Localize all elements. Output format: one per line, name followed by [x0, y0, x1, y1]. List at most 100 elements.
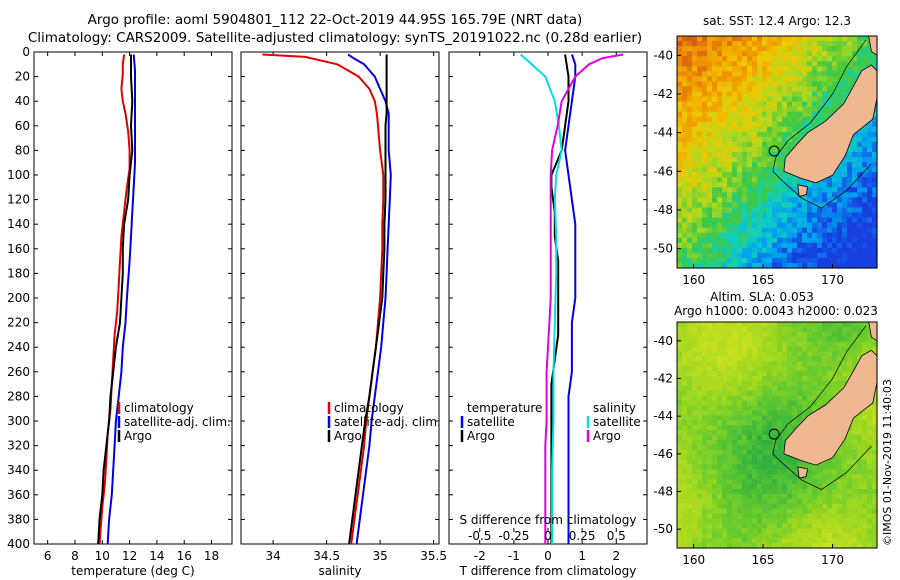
- heatmap-cell: [757, 444, 763, 451]
- heatmap-cell: [812, 380, 818, 387]
- heatmap-cell: [697, 237, 703, 244]
- heatmap-cell: [872, 177, 878, 183]
- heatmap-cell: [757, 336, 763, 343]
- heatmap-cell: [742, 51, 748, 57]
- heatmap-cell: [862, 523, 868, 529]
- heatmap-cell: [847, 503, 853, 510]
- heatmap-cell: [852, 227, 858, 234]
- heatmap-cell: [727, 126, 733, 133]
- heatmap-cell: [717, 237, 723, 244]
- heatmap-cell: [722, 518, 728, 525]
- heatmap-cell: [787, 96, 793, 103]
- heatmap-cell: [737, 410, 743, 416]
- heatmap-cell: [852, 346, 858, 353]
- heatmap-cell: [797, 523, 803, 529]
- heatmap-cell: [772, 212, 778, 219]
- heatmap-cell: [832, 217, 838, 224]
- heatmap-cell: [712, 380, 718, 387]
- heatmap-cell: [727, 257, 733, 264]
- heatmap-cell: [717, 356, 723, 362]
- heatmap-cell: [737, 503, 743, 510]
- heatmap-cell: [707, 237, 713, 244]
- heatmap-cell: [777, 351, 783, 357]
- heatmap-cell: [707, 543, 713, 549]
- heatmap-cell: [842, 227, 848, 234]
- heatmap-cell: [787, 66, 793, 72]
- heatmap-cell: [677, 106, 683, 113]
- heatmap-cell: [772, 469, 778, 475]
- heatmap-cell: [812, 469, 818, 475]
- heatmap-cell: [812, 361, 818, 367]
- heatmap-cell: [802, 376, 808, 382]
- heatmap-cell: [687, 533, 693, 539]
- heatmap-cell: [777, 498, 783, 505]
- heatmap-cell: [867, 459, 873, 466]
- legend-label-climatology: climatology: [124, 401, 194, 415]
- heatmap-cell: [717, 222, 723, 229]
- heatmap-cell: [772, 538, 778, 544]
- heatmap-cell: [757, 187, 763, 193]
- map-lat-tick-label: -46: [653, 447, 673, 461]
- heatmap-cell: [707, 167, 713, 173]
- heatmap-cell: [682, 336, 688, 343]
- heatmap-cell: [707, 341, 713, 348]
- heatmap-cell: [787, 41, 793, 47]
- heatmap-cell: [707, 351, 713, 357]
- s-difference-tick-labels: -0.5 -0.25 0 0.25 0.5: [468, 528, 626, 543]
- heatmap-cell: [707, 121, 713, 128]
- heatmap-cell: [787, 51, 793, 57]
- heatmap-cell: [772, 232, 778, 239]
- heatmap-cell: [762, 356, 768, 362]
- heatmap-cell: [747, 322, 753, 328]
- heatmap-cell: [852, 152, 858, 158]
- heatmap-cell: [757, 237, 763, 244]
- heatmap-cell: [767, 237, 773, 244]
- heatmap-cell: [752, 376, 758, 382]
- heatmap-cell: [812, 41, 818, 47]
- heatmap-cell: [702, 390, 708, 397]
- salinity-y-tick-marks: [241, 51, 439, 545]
- heatmap-cell: [792, 227, 798, 234]
- heatmap-cell: [732, 508, 738, 515]
- heatmap-cell: [802, 257, 808, 264]
- heatmap-cell: [867, 503, 873, 510]
- heatmap-cell: [792, 207, 798, 214]
- heatmap-cell: [762, 361, 768, 367]
- heatmap-cell: [737, 121, 743, 128]
- heatmap-cell: [712, 346, 718, 353]
- heatmap-cell: [792, 513, 798, 520]
- heatmap-cell: [777, 262, 783, 269]
- heatmap-cell: [682, 326, 688, 333]
- heatmap-cell: [732, 322, 738, 328]
- heatmap-cell: [722, 257, 728, 264]
- heatmap-cell: [792, 361, 798, 367]
- heatmap-cell: [817, 385, 823, 392]
- heatmap-cell: [742, 543, 748, 549]
- heatmap-cell: [707, 425, 713, 431]
- heatmap-cell: [792, 484, 798, 490]
- heatmap-cell: [707, 202, 713, 209]
- heatmap-cell: [682, 91, 688, 98]
- heatmap-cell: [737, 528, 743, 534]
- heatmap-cell: [832, 177, 838, 183]
- heatmap-cell: [782, 366, 788, 372]
- heatmap-cell: [742, 86, 748, 93]
- heatmap-cell: [817, 464, 823, 470]
- heatmap-cell: [692, 415, 698, 421]
- heatmap-cell: [842, 237, 848, 244]
- heatmap-cell: [737, 192, 743, 198]
- heatmap-cell: [677, 222, 683, 229]
- heatmap-cell: [837, 51, 843, 57]
- heatmap-cell: [697, 322, 703, 328]
- heatmap-cell: [797, 405, 803, 412]
- series-line-satellite-adj-clim-: [106, 54, 136, 545]
- heatmap-cell: [842, 528, 848, 534]
- heatmap-cell: [777, 410, 783, 416]
- heatmap-cell: [827, 61, 833, 67]
- heatmap-cell: [682, 146, 688, 153]
- heatmap-cell: [732, 51, 738, 57]
- heatmap-cell: [682, 439, 688, 446]
- heatmap-cell: [682, 380, 688, 387]
- heatmap-cell: [772, 395, 778, 402]
- heatmap-cell: [842, 172, 848, 178]
